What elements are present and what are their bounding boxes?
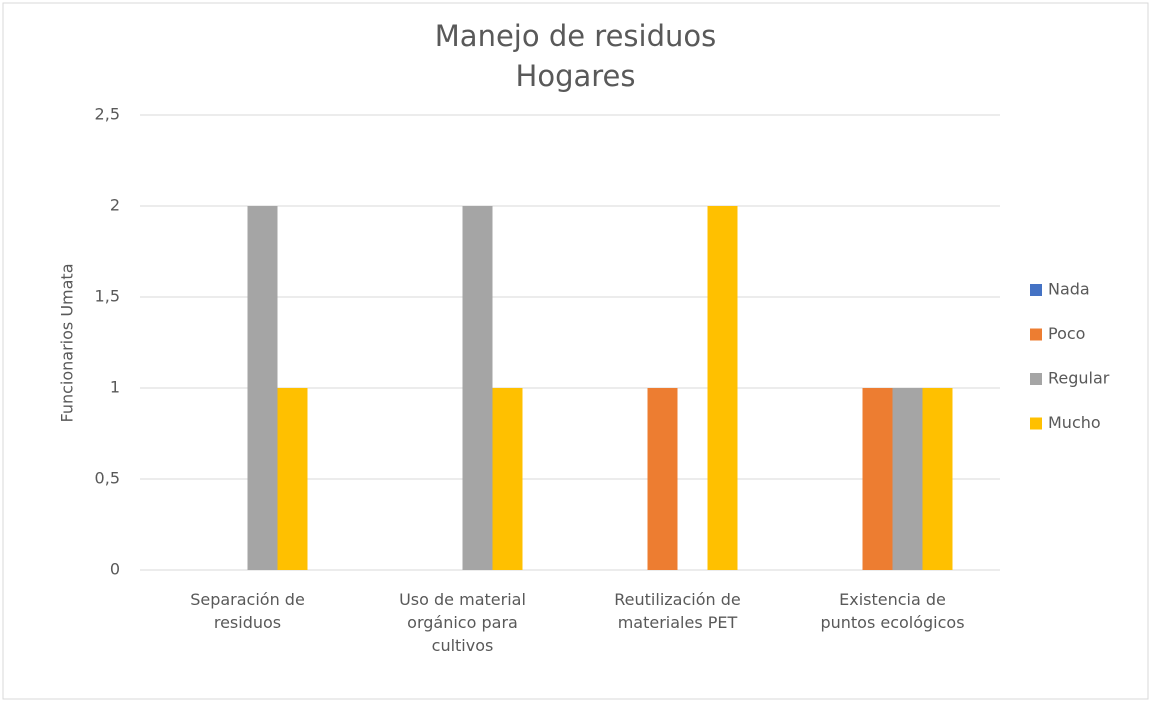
- bar: [277, 388, 308, 570]
- x-tick-label: Uso de material orgánico para cultivos: [399, 590, 526, 655]
- x-tick-label: Existencia de puntos ecológicos: [820, 590, 965, 632]
- bar: [862, 388, 893, 570]
- bar: [892, 388, 923, 570]
- y-tick-label: 2: [110, 196, 120, 215]
- legend-label: Regular: [1048, 369, 1110, 388]
- y-axis-label: Funcionarios Umata: [58, 264, 77, 423]
- bar: [462, 206, 493, 570]
- y-tick-label: 2,5: [95, 105, 120, 124]
- bar: [922, 388, 953, 570]
- legend-swatch: [1030, 373, 1042, 385]
- legend-label: Poco: [1048, 324, 1085, 343]
- y-tick-label: 0: [110, 560, 120, 579]
- bar: [707, 206, 738, 570]
- x-tick-label: Reutilización de materiales PET: [614, 590, 741, 632]
- legend-swatch: [1030, 328, 1042, 341]
- legend-swatch: [1030, 417, 1042, 430]
- y-tick-label: 1,5: [95, 287, 120, 306]
- y-tick-label: 1: [110, 378, 120, 397]
- bar: [247, 206, 278, 570]
- y-tick-label: 0,5: [95, 469, 120, 488]
- x-tick-label: Separación de residuos: [190, 590, 305, 632]
- bar: [647, 388, 678, 570]
- bar: [492, 388, 523, 570]
- legend-swatch: [1030, 284, 1042, 296]
- chart-title: Manejo de residuos Hogares: [434, 19, 717, 93]
- legend-label: Nada: [1048, 280, 1090, 299]
- legend-label: Mucho: [1048, 413, 1101, 432]
